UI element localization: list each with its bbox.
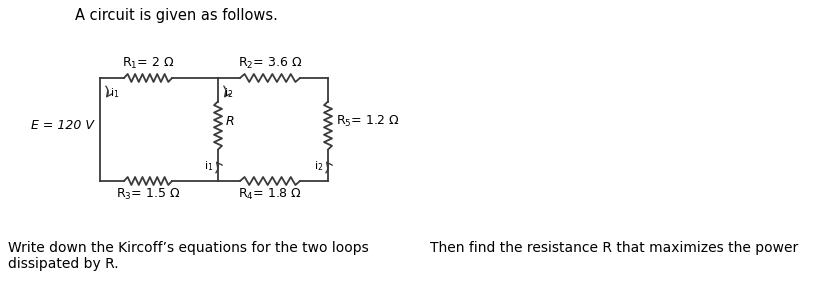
Text: A circuit is given as follows.: A circuit is given as follows. (75, 8, 278, 23)
Text: i$_1$: i$_1$ (203, 159, 213, 173)
Text: R$_3$= 1.5 Ω: R$_3$= 1.5 Ω (116, 187, 179, 202)
Text: R$_2$= 3.6 Ω: R$_2$= 3.6 Ω (237, 56, 302, 71)
Text: R: R (226, 115, 234, 128)
Text: i$_2$: i$_2$ (224, 86, 233, 100)
Text: i$_2$: i$_2$ (313, 159, 323, 173)
Text: Write down the Kircoff’s equations for the two loops
dissipated by R.: Write down the Kircoff’s equations for t… (8, 241, 368, 271)
Text: R$_5$= 1.2 Ω: R$_5$= 1.2 Ω (336, 114, 399, 129)
Text: R$_4$= 1.8 Ω: R$_4$= 1.8 Ω (238, 187, 302, 202)
Text: Then find the resistance R that maximizes the power: Then find the resistance R that maximize… (429, 241, 797, 255)
Text: R$_1$= 2 Ω: R$_1$= 2 Ω (122, 56, 174, 71)
Text: i$_1$: i$_1$ (110, 86, 119, 100)
Text: E = 120 V: E = 120 V (31, 119, 94, 132)
